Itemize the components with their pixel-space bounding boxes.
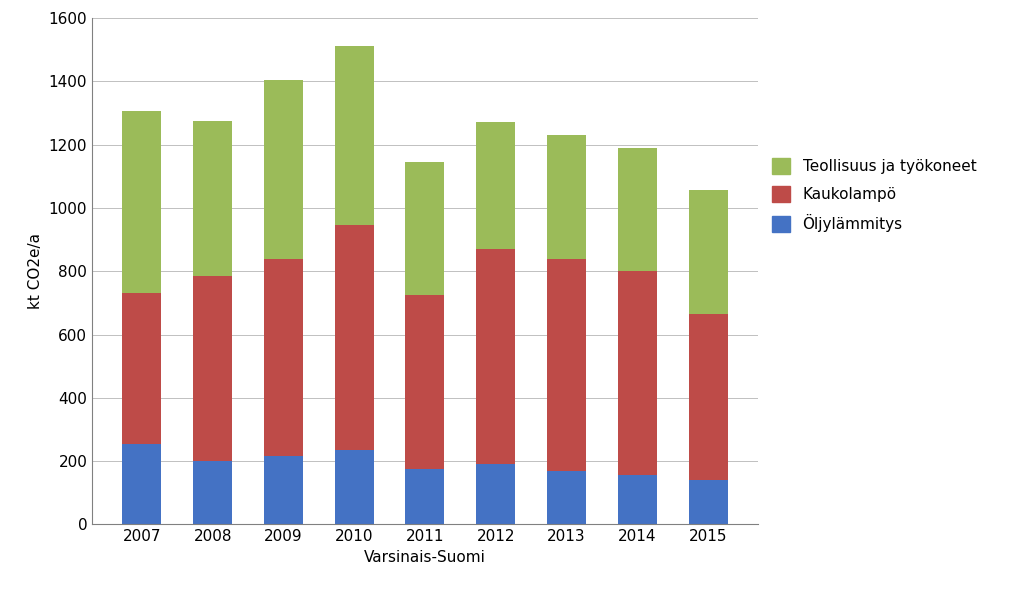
X-axis label: Varsinais-Suomi: Varsinais-Suomi: [364, 550, 486, 565]
Bar: [688, 191, 727, 314]
Bar: [335, 450, 374, 524]
Bar: [476, 249, 515, 464]
Bar: [264, 457, 303, 524]
Bar: [688, 314, 727, 480]
Bar: [194, 121, 232, 276]
Bar: [335, 225, 374, 450]
Bar: [264, 80, 303, 259]
Bar: [547, 259, 586, 471]
Legend: Teollisuus ja työkoneet, Kaukolampö, Öljylämmitys: Teollisuus ja työkoneet, Kaukolampö, Ölj…: [772, 158, 976, 232]
Bar: [617, 271, 656, 476]
Bar: [406, 295, 444, 469]
Bar: [194, 461, 232, 524]
Bar: [406, 162, 444, 295]
Bar: [335, 46, 374, 225]
Y-axis label: kt CO2e/a: kt CO2e/a: [28, 233, 43, 309]
Bar: [617, 476, 656, 524]
Bar: [547, 135, 586, 259]
Bar: [123, 444, 162, 524]
Bar: [476, 122, 515, 249]
Bar: [194, 276, 232, 461]
Bar: [617, 148, 656, 271]
Bar: [123, 293, 162, 444]
Bar: [123, 111, 162, 293]
Bar: [406, 469, 444, 524]
Bar: [476, 464, 515, 524]
Bar: [688, 480, 727, 524]
Bar: [547, 471, 586, 524]
Bar: [264, 259, 303, 457]
